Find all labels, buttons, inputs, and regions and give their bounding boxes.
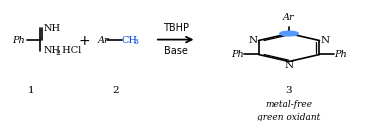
Text: 2: 2 (56, 49, 60, 57)
Text: Base: Base (164, 46, 187, 56)
Text: NH: NH (44, 24, 61, 33)
Text: HCl: HCl (59, 46, 81, 55)
Text: metal-free: metal-free (265, 100, 313, 109)
Text: N: N (285, 60, 294, 70)
Text: Ph: Ph (12, 36, 25, 45)
Text: green oxidant: green oxidant (257, 113, 321, 121)
Text: Ph: Ph (231, 50, 244, 59)
Text: TBHP: TBHP (163, 23, 189, 33)
Text: 3: 3 (286, 86, 292, 95)
Text: Ar: Ar (98, 36, 110, 45)
Text: 2: 2 (112, 86, 119, 95)
Text: Ph: Ph (334, 50, 347, 59)
Text: Ar: Ar (283, 13, 295, 22)
Text: +: + (79, 34, 90, 48)
Text: NH: NH (44, 46, 61, 55)
Text: N: N (248, 36, 257, 45)
Circle shape (280, 31, 298, 36)
Text: 1: 1 (28, 86, 35, 95)
Text: 3: 3 (133, 38, 138, 46)
Text: N: N (321, 36, 330, 45)
Text: CH: CH (122, 36, 138, 45)
